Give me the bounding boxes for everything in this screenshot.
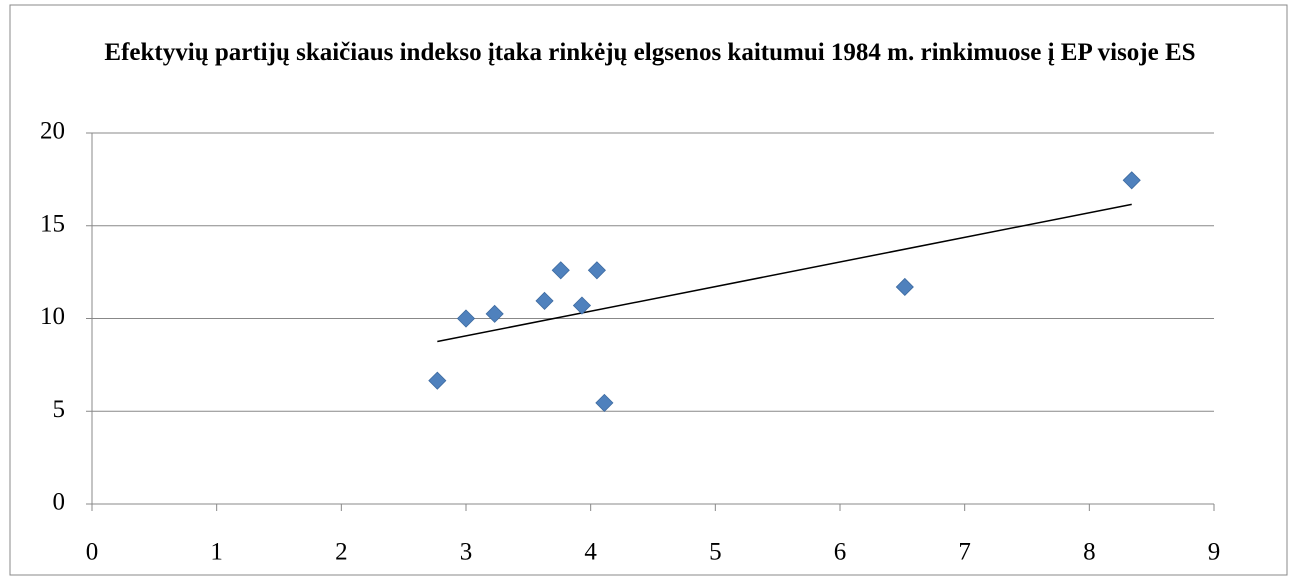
title-box: Efektyvių partijų skaičiaus indekso įtak… [104, 39, 1196, 66]
chart-title: Efektyvių partijų skaičiaus indekso įtak… [104, 39, 1196, 66]
x-tick-label: 3 [460, 539, 473, 566]
x-tick-label: 8 [1083, 539, 1096, 566]
x-tick-label: 1 [210, 539, 223, 566]
y-tick-label: 15 [40, 210, 65, 237]
point [572, 296, 592, 315]
point [595, 393, 614, 412]
point [551, 261, 570, 280]
point [1122, 171, 1141, 190]
y-tick-label: 10 [40, 303, 65, 330]
x-tick-label: 7 [958, 539, 971, 566]
x-tick-label: 2 [335, 539, 348, 566]
point [456, 309, 476, 328]
x-tick-label: 9 [1208, 539, 1221, 566]
y-tick-label: 0 [53, 489, 66, 516]
point [587, 261, 606, 280]
point [428, 371, 447, 390]
x-tick-label: 0 [86, 539, 99, 566]
y-tick-label: 5 [53, 396, 66, 423]
chart-frame [9, 4, 1288, 576]
y-tick-label: 20 [40, 118, 65, 145]
x-tick-label: 5 [709, 539, 722, 566]
point [485, 304, 504, 323]
x-tick-label: 6 [834, 539, 847, 566]
point [895, 277, 914, 297]
trendline [437, 203, 1132, 343]
x-tick-label: 4 [584, 539, 597, 566]
point [535, 291, 554, 310]
